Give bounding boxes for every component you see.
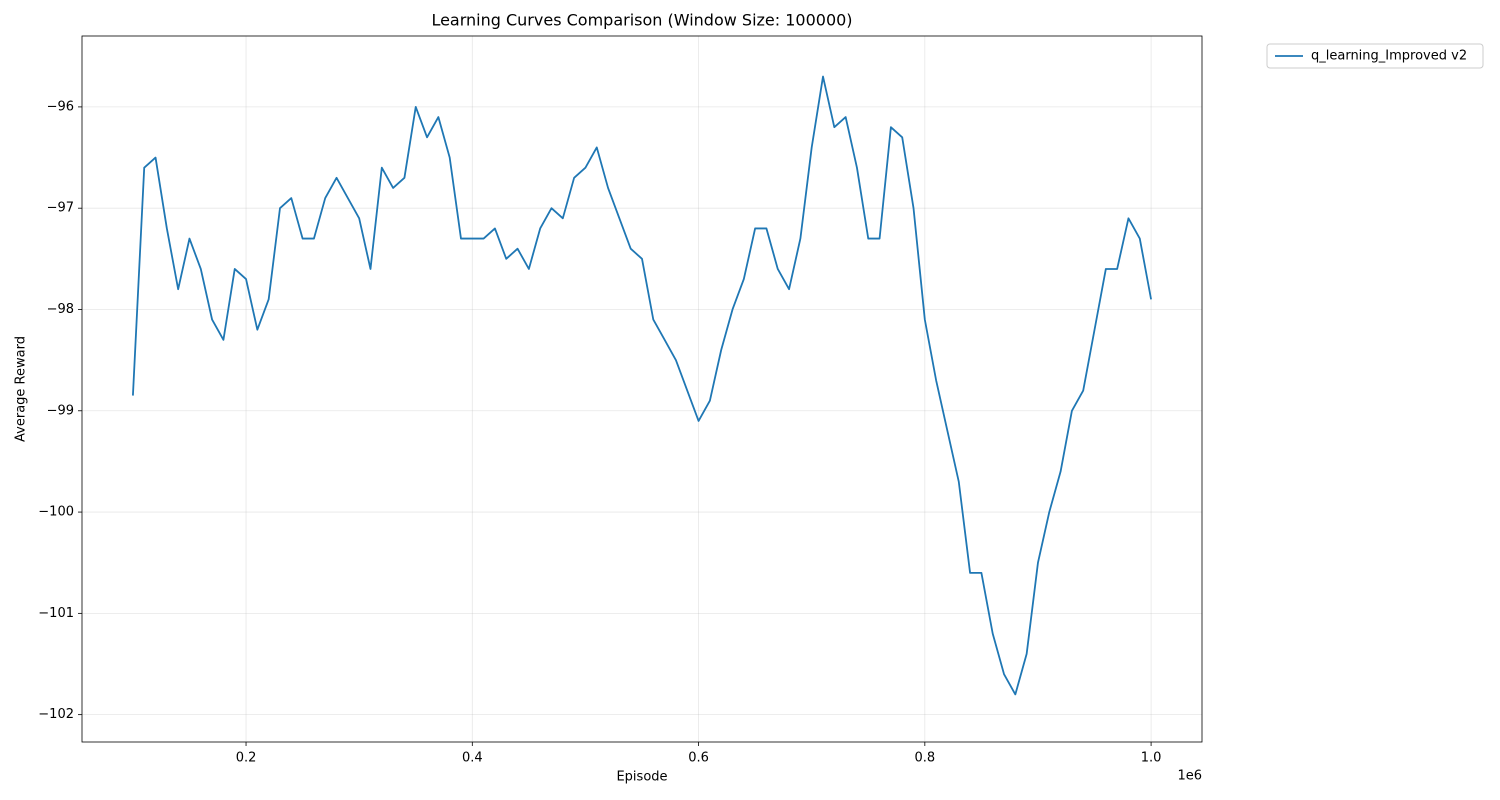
x-tick-label: 1.0 (1141, 751, 1162, 766)
y-tick-label: −100 (38, 505, 74, 520)
plot-frame (81, 35, 1203, 743)
chart-title: Learning Curves Comparison (Window Size:… (431, 11, 852, 30)
data-line (132, 75, 1152, 696)
y-tick-label: −98 (47, 302, 74, 317)
x-axis-label: Episode (616, 770, 667, 785)
y-axis-label: Average Reward (14, 336, 29, 442)
x-tick-label: 0.6 (688, 751, 709, 766)
x-tick-label: 0.8 (914, 751, 935, 766)
y-tick-label: −102 (38, 707, 74, 722)
y-tick-label: −99 (47, 403, 74, 418)
x-tick-label: 0.4 (462, 751, 483, 766)
y-tick-label: −97 (47, 201, 74, 216)
legend-label: q_learning_Improved v2 (1311, 49, 1467, 64)
x-offset-label: 1e6 (1177, 769, 1202, 784)
y-tick-label: −101 (38, 606, 74, 621)
legend-box (1266, 43, 1484, 69)
x-tick-label: 0.2 (236, 751, 257, 766)
y-tick-label: −96 (47, 99, 74, 114)
